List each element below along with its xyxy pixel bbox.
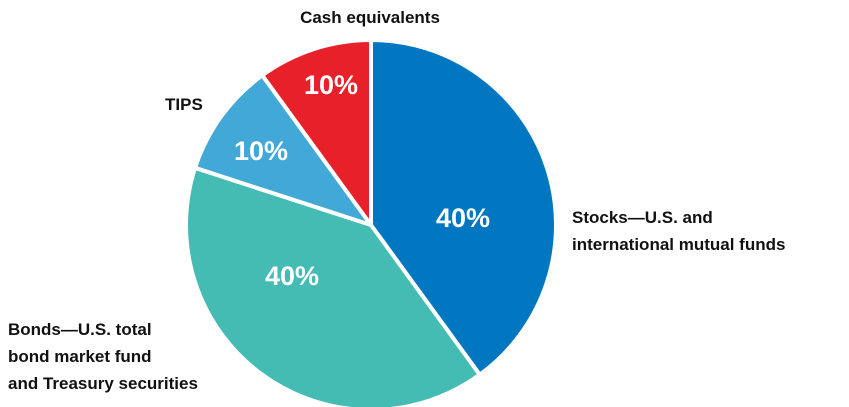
value-label: 10% (234, 136, 288, 166)
value-label: 40% (265, 261, 319, 291)
slice-label: Stocks—U.S. and international mutual fun… (572, 208, 786, 254)
slice-label: TIPS (165, 95, 203, 114)
slice-label: Cash equivalents (300, 8, 440, 27)
pie-slice (369, 38, 558, 377)
pie-slice (184, 165, 482, 407)
slice-label: Bonds—U.S. total bond market fund and Tr… (8, 320, 198, 393)
pie-slice (193, 73, 373, 227)
value-label: 40% (436, 203, 490, 233)
value-label: 10% (304, 70, 358, 100)
pie-slice (260, 38, 373, 227)
